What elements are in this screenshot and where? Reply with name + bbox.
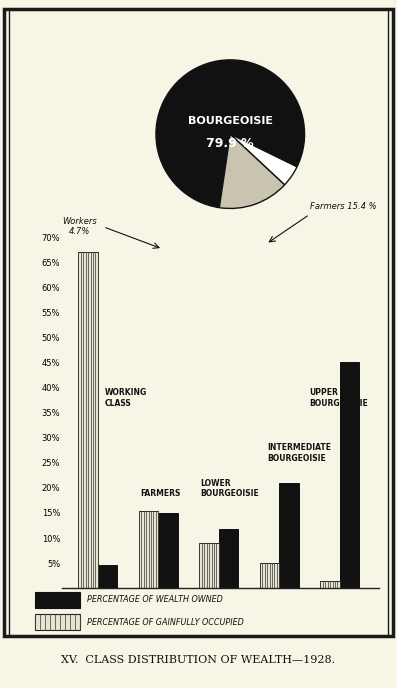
Bar (35, 614, 80, 630)
Text: PERCENTAGE OF GAINFULLY OCCUPIED: PERCENTAGE OF GAINFULLY OCCUPIED (87, 618, 244, 627)
Bar (320, 581, 340, 588)
Text: INTERMEDIATE
BOURGEOISIE: INTERMEDIATE BOURGEOISIE (267, 444, 331, 463)
Text: UPPER
BOURGEOISIE: UPPER BOURGEOISIE (310, 388, 368, 407)
Bar (79, 252, 98, 588)
Bar (340, 363, 359, 588)
Bar (158, 513, 178, 588)
Text: Workers
4.7%: Workers 4.7% (62, 217, 97, 236)
Text: BOURGEOISIE: BOURGEOISIE (188, 116, 273, 126)
Bar (219, 529, 238, 588)
Wedge shape (219, 134, 285, 208)
Bar (139, 511, 158, 588)
Text: Farmers 15.4 %: Farmers 15.4 % (310, 202, 376, 211)
Text: XV.  CLASS DISTRIBUTION OF WEALTH—1928.: XV. CLASS DISTRIBUTION OF WEALTH—1928. (62, 656, 335, 665)
Bar (98, 565, 117, 588)
Bar (199, 543, 219, 588)
Wedge shape (230, 134, 297, 185)
Text: WORKING
CLASS: WORKING CLASS (105, 388, 147, 407)
Text: 79.9 %: 79.9 % (206, 137, 254, 149)
Bar (35, 592, 80, 608)
Bar (260, 563, 279, 588)
Bar (279, 484, 299, 588)
Wedge shape (156, 60, 304, 208)
Text: FARMERS: FARMERS (140, 489, 181, 498)
Text: PERCENTAGE OF WEALTH OWNED: PERCENTAGE OF WEALTH OWNED (87, 595, 223, 604)
Text: LOWER
BOURGEOISIE: LOWER BOURGEOISIE (200, 479, 259, 498)
